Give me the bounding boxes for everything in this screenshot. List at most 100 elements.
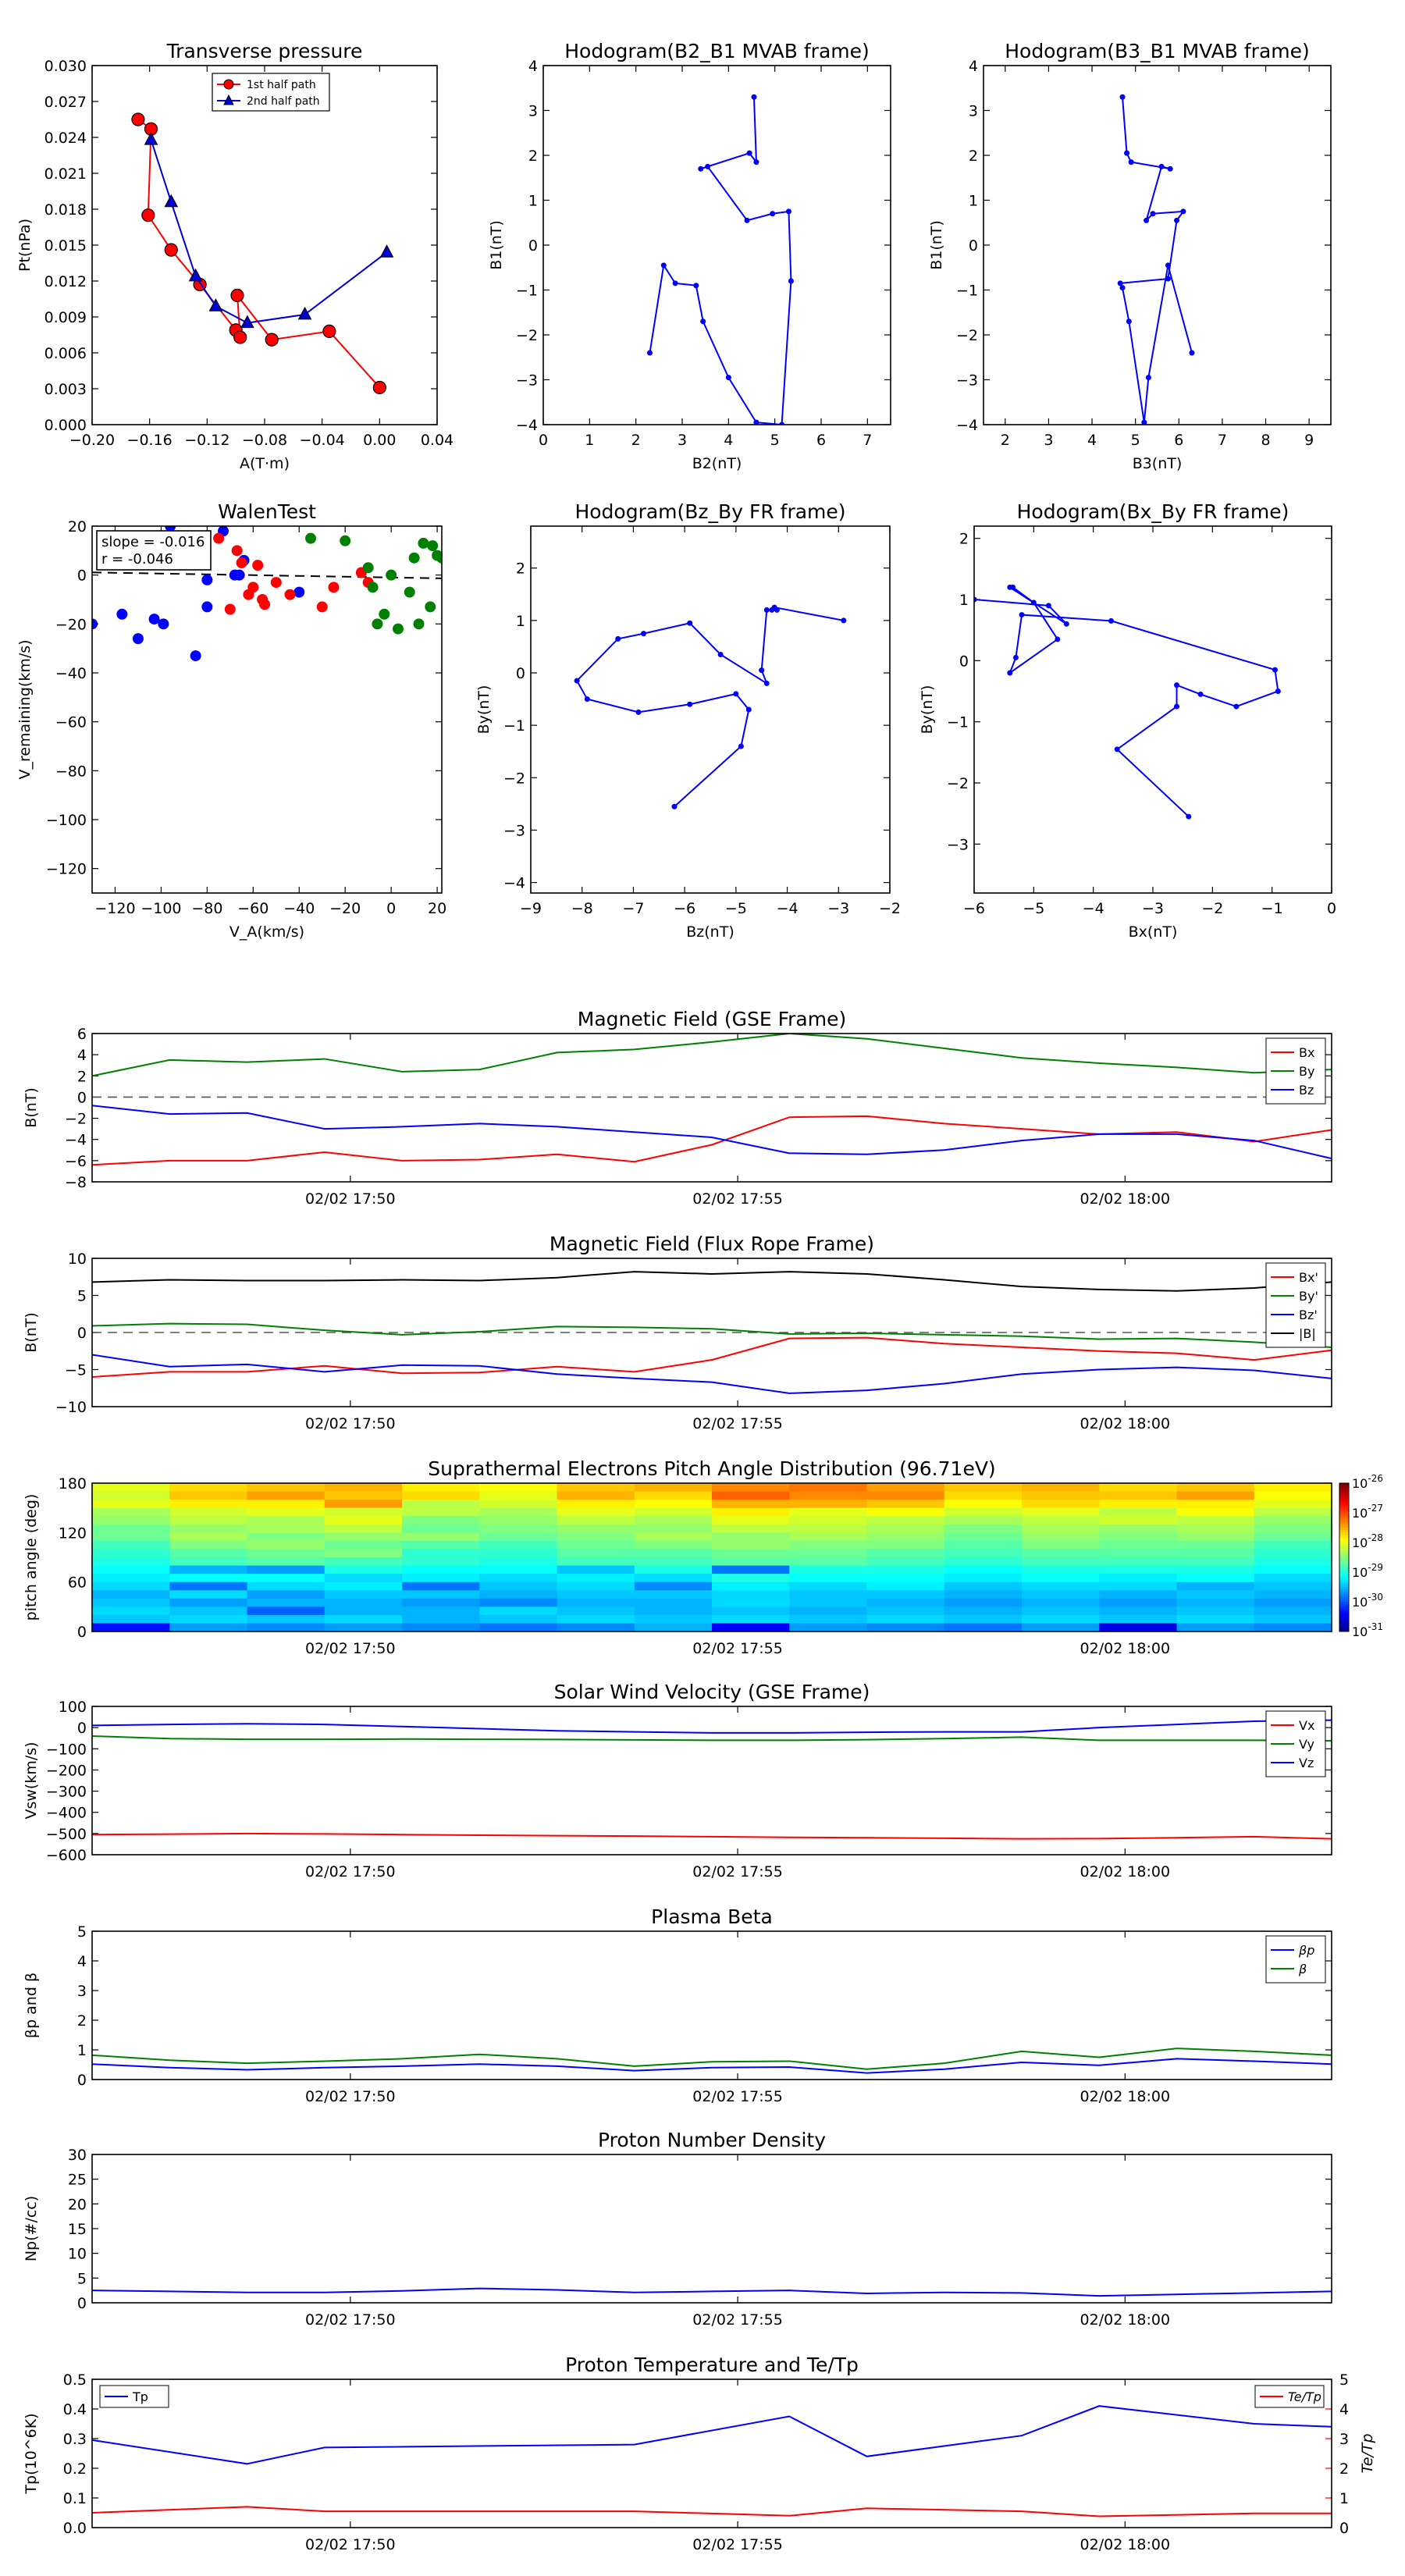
y-tick-label: 2 xyxy=(77,1068,87,1085)
heatmap-cell xyxy=(866,1606,945,1616)
series-line xyxy=(92,1735,1332,1742)
plot-title: WalenTest xyxy=(218,500,316,523)
x-tick-label: −40 xyxy=(283,900,315,917)
colorbar-segment xyxy=(1339,1507,1349,1511)
data-point xyxy=(1174,682,1180,688)
heatmap-cell xyxy=(944,1549,1023,1558)
heatmap-cell xyxy=(634,1574,713,1583)
heatmap-cell xyxy=(1099,1491,1177,1500)
data-point xyxy=(1158,163,1165,169)
heatmap-cell xyxy=(324,1574,403,1583)
y-tick-label: −400 xyxy=(46,1805,87,1822)
heatmap-cell xyxy=(92,1557,170,1567)
data-layer xyxy=(1117,94,1195,425)
data-point xyxy=(1117,280,1123,286)
data-point xyxy=(148,614,160,625)
heatmap-cell xyxy=(1099,1483,1177,1493)
x-tick-label: 02/02 17:55 xyxy=(692,2088,783,2105)
panel-5: Hodogram(Bx_By FR frame) −6 −5 −4 −3 −2 −1 0 −3 −… xyxy=(919,500,1336,941)
series-line xyxy=(92,1105,1332,1160)
y-tick-label: −2 xyxy=(947,775,969,792)
heatmap-cell xyxy=(1254,1491,1332,1500)
x-tick-label: −0.20 xyxy=(69,432,115,449)
y-tick-label: 3 xyxy=(528,103,538,120)
heatmap-cell xyxy=(712,1500,790,1509)
data-point xyxy=(1233,703,1240,710)
data-point xyxy=(208,298,223,311)
data-layer xyxy=(92,526,442,662)
series-line xyxy=(92,2048,1332,2070)
data-point xyxy=(257,594,269,605)
x-tick-label: −2 xyxy=(1201,900,1223,917)
heatmap-cell xyxy=(402,1565,480,1574)
heatmap-cell xyxy=(402,1549,480,1558)
heatmap-cell xyxy=(1022,1614,1100,1624)
data-point xyxy=(1167,165,1173,172)
x-tick-label: 02/02 17:55 xyxy=(692,1415,783,1432)
data-point xyxy=(425,601,436,613)
y-tick-label: 0.018 xyxy=(44,201,87,219)
data-point xyxy=(733,691,739,697)
heatmap-cell xyxy=(712,1483,790,1493)
heatmap-cell xyxy=(1099,1532,1177,1542)
colorbar-segment xyxy=(1339,1621,1349,1624)
data-point xyxy=(404,586,415,598)
data-point xyxy=(230,288,244,302)
heatmap-cell xyxy=(92,1532,170,1542)
heatmap-cell xyxy=(324,1590,403,1599)
heatmap-cell xyxy=(1254,1507,1332,1517)
y-tick-label: 0.0 xyxy=(63,2520,87,2537)
heatmap-cell xyxy=(866,1614,945,1624)
heatmap-cell xyxy=(789,1500,867,1509)
y-axis-label: B(nT) xyxy=(23,1312,40,1353)
x-tick-label: −9 xyxy=(520,900,542,917)
heatmap-cell xyxy=(557,1614,635,1624)
data-point xyxy=(717,652,724,657)
colorbar-tick-label: 10-29 xyxy=(1352,1562,1383,1580)
heatmap-cell xyxy=(1254,1524,1332,1533)
plot-frame xyxy=(91,525,443,894)
heatmap-cell xyxy=(402,1491,480,1500)
colorbar-segment xyxy=(1339,1493,1349,1496)
heatmap-cell xyxy=(866,1491,945,1500)
y-tick-label: 0.024 xyxy=(44,130,87,147)
colorbar-segment xyxy=(1339,1483,1349,1486)
y-tick-label: −80 xyxy=(55,763,87,780)
y-tick-label: 5 xyxy=(77,1923,87,1941)
x-tick-label: −2 xyxy=(879,900,901,917)
legend-label: Bz xyxy=(1299,1083,1314,1098)
series-line xyxy=(150,139,388,324)
data-point xyxy=(1165,276,1171,282)
heatmap-cell xyxy=(479,1483,557,1493)
legend-label: Bx' xyxy=(1299,1270,1318,1285)
x-tick-label: −6 xyxy=(674,900,695,917)
heatmap-cell xyxy=(1099,1507,1177,1517)
x-tick-label: 5 xyxy=(770,432,780,449)
x-tick-label: 02/02 17:50 xyxy=(305,1863,396,1880)
heatmap-cell xyxy=(247,1507,325,1517)
heatmap-cell xyxy=(402,1623,480,1631)
y-axis-label: B1(nT) xyxy=(928,220,945,270)
colorbar-segment xyxy=(1339,1564,1349,1568)
data-point xyxy=(201,601,213,613)
y-axis-label: B(nT) xyxy=(23,1087,40,1128)
heatmap-cell xyxy=(789,1598,867,1607)
legend-marker xyxy=(223,79,234,90)
x-tick-label: 02/02 18:00 xyxy=(1080,1415,1171,1432)
heatmap-cell xyxy=(712,1516,790,1525)
heatmap-cell xyxy=(1176,1491,1255,1500)
x-tick-label: −8 xyxy=(571,900,593,917)
heatmap-cell xyxy=(247,1606,325,1616)
data-point xyxy=(725,375,731,381)
y-tick-label: 2 xyxy=(77,2012,87,2030)
colorbar-segment xyxy=(1339,1554,1349,1558)
heatmap-cell xyxy=(944,1590,1023,1599)
data-point xyxy=(231,545,243,557)
heatmap-cell xyxy=(1099,1623,1177,1631)
heatmap-cell xyxy=(1254,1574,1332,1583)
data-point xyxy=(131,112,145,126)
heatmap-cell xyxy=(169,1507,247,1517)
y-tick-label: 0 xyxy=(516,665,525,682)
heatmap-cell xyxy=(324,1606,403,1616)
